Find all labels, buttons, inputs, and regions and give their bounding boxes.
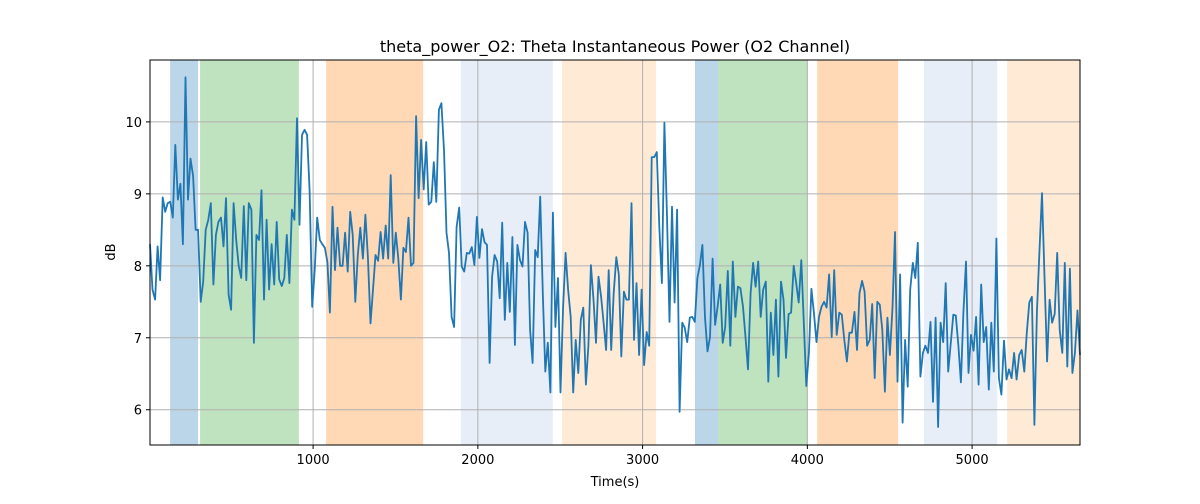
shaded-region-5: [562, 60, 657, 445]
x-tick-label: 5000: [956, 453, 989, 468]
shaded-region-2: [200, 60, 299, 445]
x-tick-label: 4000: [791, 453, 824, 468]
y-tick-label: 6: [134, 404, 142, 419]
chart-title: theta_power_O2: Theta Instantaneous Powe…: [380, 37, 850, 57]
x-tick-label: 1000: [297, 453, 330, 468]
y-tick-label: 8: [134, 260, 142, 275]
shaded-regions: [170, 60, 1080, 445]
axis-ticks: 1000 2000 3000 4000 5000 6 7 8 9 10: [125, 116, 988, 468]
y-axis-label: dB: [104, 243, 119, 260]
x-tick-label: 3000: [626, 453, 659, 468]
y-tick-label: 9: [134, 188, 142, 203]
series-line-theta-power-o2: [149, 76, 1081, 428]
shaded-region-8: [817, 60, 899, 445]
x-axis-label: Time(s): [590, 475, 640, 490]
shaded-region-7: [718, 60, 808, 445]
shaded-region-6: [694, 60, 719, 445]
shaded-region-3: [326, 60, 424, 445]
y-tick-label: 7: [134, 332, 142, 347]
y-tick-label: 10: [125, 116, 142, 131]
x-tick-label: 2000: [461, 453, 494, 468]
shaded-region-9: [923, 60, 998, 445]
axes-frame: [149, 59, 1081, 446]
